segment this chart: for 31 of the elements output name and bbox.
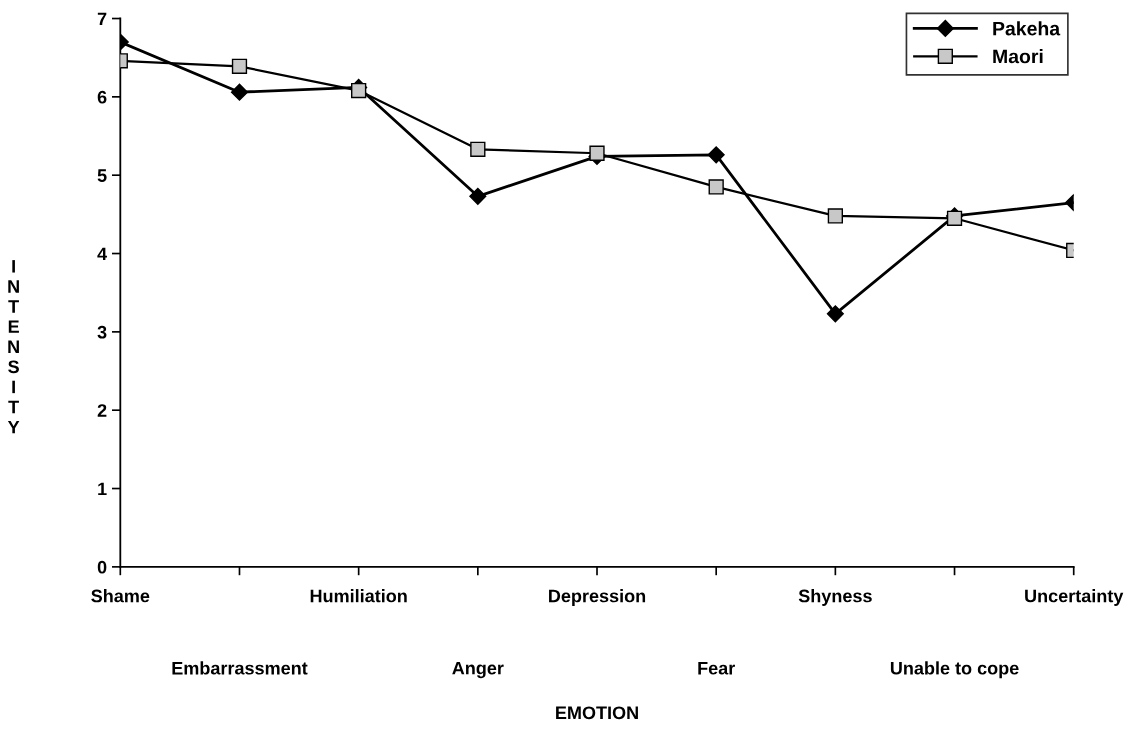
y-tick-label: 2 xyxy=(97,404,107,417)
x-tick-label: Humiliation xyxy=(310,589,407,603)
x-tick-label: Uncertainty xyxy=(1025,589,1124,606)
legend-label: Maori xyxy=(993,49,1043,64)
text: INTENSITY xyxy=(7,260,20,434)
point xyxy=(708,179,724,195)
y-tick-label: 1 xyxy=(98,482,107,496)
point xyxy=(231,58,248,74)
y-tick-label: 3 xyxy=(97,325,107,339)
x-tick-label: Depression xyxy=(549,589,646,606)
point xyxy=(589,145,605,161)
y-tick-label: 4 xyxy=(97,247,108,261)
y-tick-label: 5 xyxy=(97,169,107,182)
x-tick-label: Shame xyxy=(91,589,150,603)
x-tick-label: Fear xyxy=(698,661,735,675)
point xyxy=(707,146,725,164)
legend-label: Pakeha xyxy=(993,21,1061,36)
y-tick-label: 7 xyxy=(97,12,107,26)
y-tick-label: 6 xyxy=(97,90,107,104)
point xyxy=(470,141,486,157)
y-tick-label: 0 xyxy=(97,560,107,574)
x-tick-label: Unable to cope xyxy=(890,661,1019,679)
x-tick-label: Anger xyxy=(452,661,504,679)
point xyxy=(827,208,843,224)
x-axis-title: EMOTION xyxy=(556,706,638,720)
point xyxy=(469,187,487,205)
point xyxy=(351,82,367,99)
x-tick-label: Embarrassment xyxy=(172,661,308,675)
point xyxy=(826,305,844,323)
x-tick-label: Shyness xyxy=(798,589,872,606)
point xyxy=(230,83,249,101)
